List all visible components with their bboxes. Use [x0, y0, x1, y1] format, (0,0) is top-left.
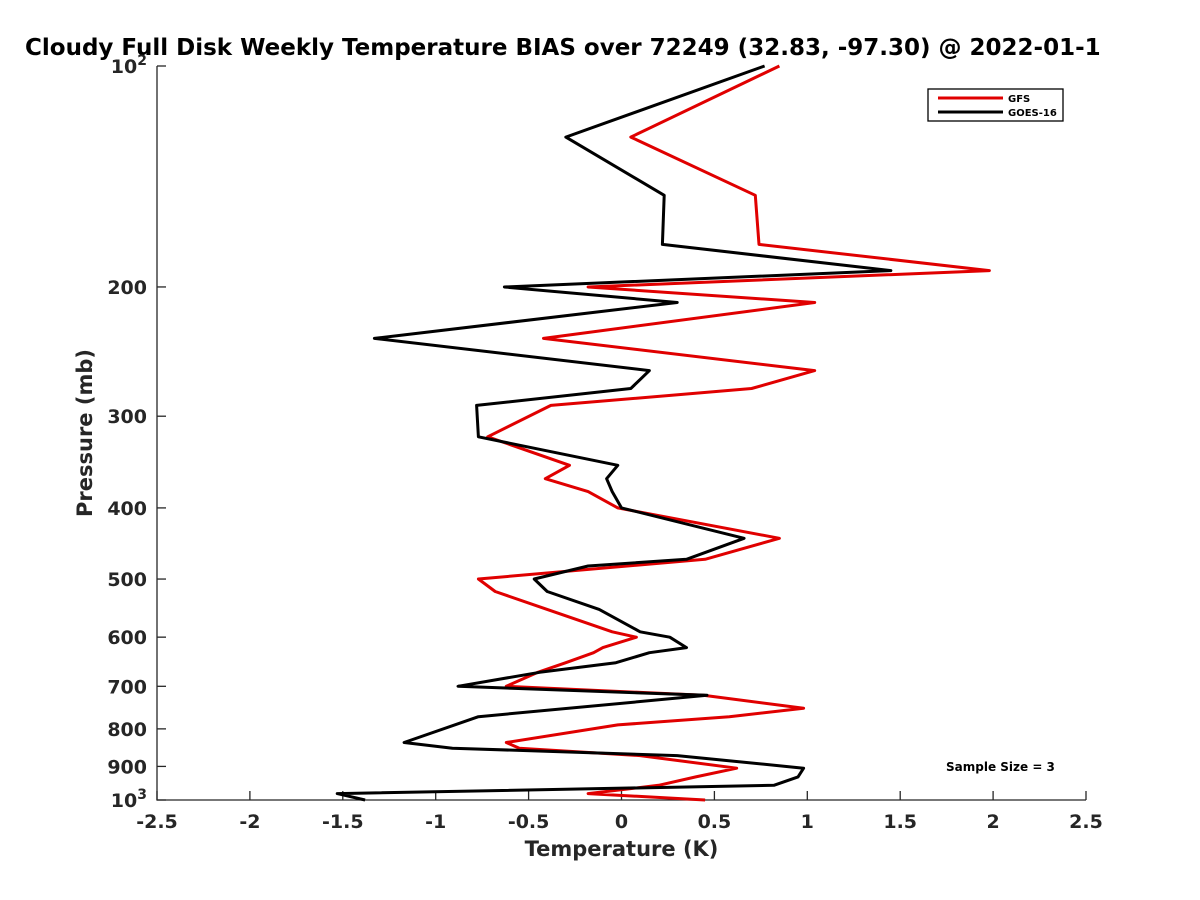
series-line-goes16: [335, 64, 893, 802]
y-tick-label: 400: [107, 498, 147, 520]
x-tick-label: 0: [615, 811, 628, 833]
x-tick-label: -1: [425, 811, 446, 833]
series-group: [335, 64, 991, 802]
y-tick-label: 900: [107, 756, 147, 778]
y-tick-label: 700: [107, 676, 147, 698]
x-tick-label: -0.5: [508, 811, 550, 833]
x-tick-label: 1.5: [883, 811, 917, 833]
y-tick-label: 600: [107, 627, 147, 649]
legend-label-goes16: GOES-16: [1008, 108, 1057, 119]
chart-title: Cloudy Full Disk Weekly Temperature BIAS…: [25, 35, 1101, 61]
y-tick-label: 102: [111, 53, 147, 78]
y-tick-label: 500: [107, 569, 147, 591]
x-tick-label: -1.5: [322, 811, 364, 833]
sample-size-annotation: Sample Size = 3: [946, 760, 1055, 774]
y-tick-label: 300: [107, 406, 147, 428]
y-axis-label: Pressure (mb): [73, 349, 97, 517]
series-line-gfs: [476, 64, 991, 802]
x-tick-label: 1: [801, 811, 814, 833]
x-tick-label: 2: [986, 811, 999, 833]
y-tick-label: 800: [107, 719, 147, 741]
x-tick-label: 0.5: [698, 811, 732, 833]
legend-label-gfs: GFS: [1008, 94, 1030, 105]
x-axis: -2.5 -2 -1.5 -1 -0.5 0 0.5 1 1.5 2 2.5: [136, 791, 1103, 833]
y-tick-label: 200: [107, 277, 147, 299]
x-axis-label: Temperature (K): [525, 837, 719, 861]
legend: GFS GOES-16: [927, 88, 1064, 122]
chart-axes: [156, 66, 1086, 801]
y-axis: 102 200 300 400 500 600 700 800 900 103: [107, 53, 166, 812]
legend-box: [927, 88, 1064, 122]
x-tick-label: 2.5: [1069, 811, 1103, 833]
x-tick-label: -2.5: [136, 811, 178, 833]
y-tick-label: 103: [111, 787, 147, 812]
x-tick-label: -2: [239, 811, 260, 833]
